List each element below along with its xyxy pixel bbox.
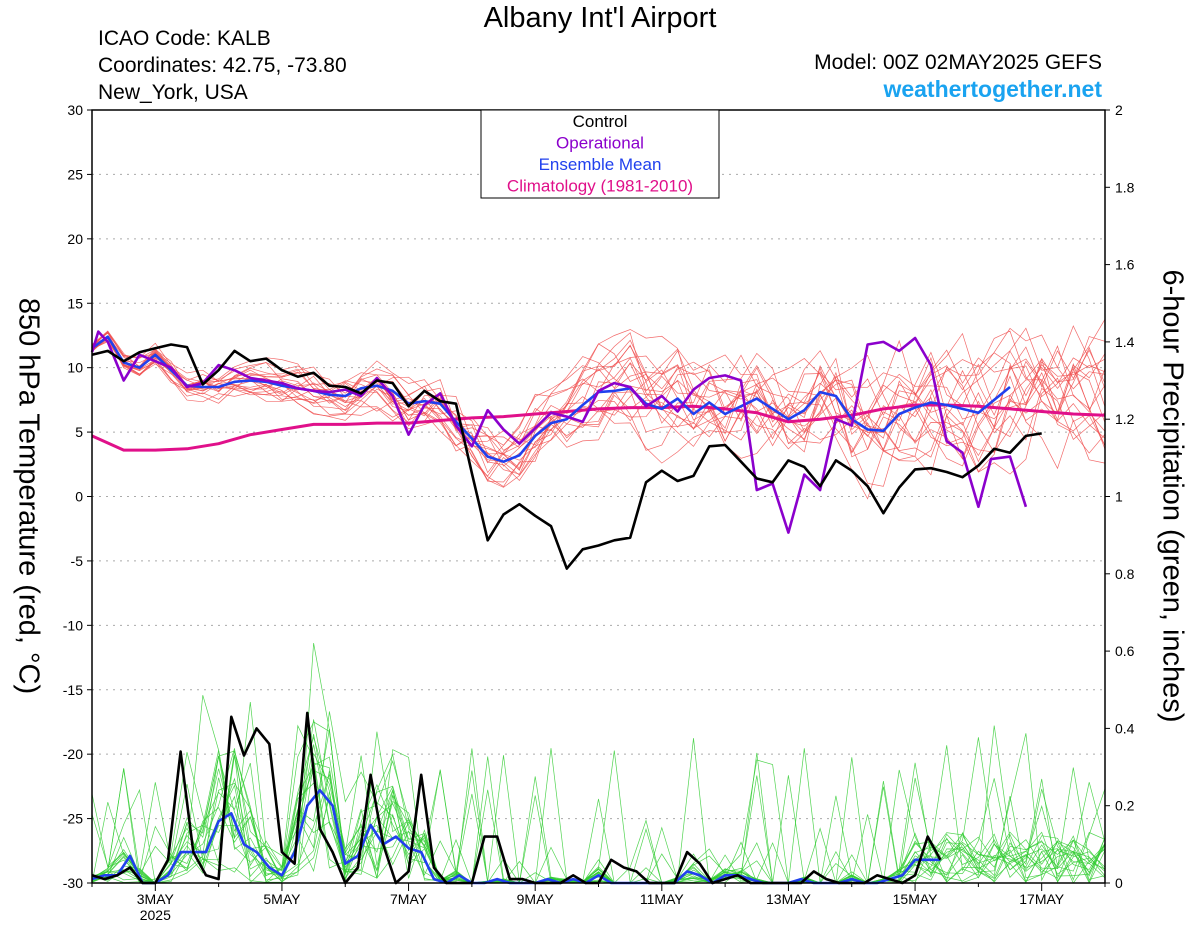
- y-tick-label: -10: [63, 617, 83, 633]
- temp-member-line: [91, 337, 1106, 488]
- y-tick-label: 15: [67, 295, 83, 311]
- precip-member-line: [91, 750, 1106, 884]
- legend-entry: Control: [573, 112, 628, 131]
- x-year-label: 2025: [140, 907, 171, 923]
- y2-tick-label: 0.6: [1115, 643, 1135, 659]
- icao-code: ICAO Code: KALB: [98, 27, 271, 50]
- legend-entry: Operational: [556, 134, 644, 153]
- y-tick-label: -20: [63, 746, 83, 762]
- y-tick-label: 25: [67, 166, 83, 182]
- x-tick-label: 5MAY: [263, 891, 301, 907]
- y2-tick-label: 2: [1115, 102, 1123, 118]
- temp-member-line: [91, 332, 1106, 463]
- y-tick-label: 10: [67, 360, 83, 376]
- y2-tick-label: 1.8: [1115, 179, 1135, 195]
- precip-member-line: [91, 755, 1106, 884]
- y-tick-label: -25: [63, 811, 83, 827]
- grid: [92, 173, 1105, 820]
- y-tick-label: 20: [67, 231, 83, 247]
- location: New_York, USA: [98, 81, 248, 104]
- precip-member-line: [91, 745, 1106, 884]
- y-tick-label: -30: [63, 875, 83, 891]
- temp-member-line: [91, 336, 1106, 477]
- x-tick-label: 15MAY: [893, 891, 939, 907]
- coordinates: Coordinates: 42.75, -73.80: [98, 54, 347, 77]
- y-tick-label: -5: [71, 553, 84, 569]
- x-tick-label: 17MAY: [1019, 891, 1065, 907]
- control-line: [91, 343, 1042, 570]
- temp-member-line: [91, 331, 1106, 475]
- y-tick-label: -15: [63, 682, 83, 698]
- y2-tick-label: 0: [1115, 875, 1123, 891]
- legend: Control Operational Ensemble Mean Climatolo…: [480, 109, 720, 199]
- precip-member-line: [91, 750, 1106, 884]
- x-tick-label: 9MAY: [517, 891, 555, 907]
- precip-member-line: [91, 643, 1106, 884]
- x-tick-label: 3MAY: [137, 891, 175, 907]
- x-tick-label: 13MAY: [766, 891, 812, 907]
- model-run: Model: 00Z 02MAY2025 GEFS: [814, 51, 1102, 74]
- temp-member-line: [91, 329, 1106, 500]
- y-tick-label: 5: [75, 424, 83, 440]
- y-tick-label: 0: [75, 489, 83, 505]
- temp-member-line: [91, 336, 1106, 481]
- y-tick-label: 30: [67, 102, 83, 118]
- temp-member-line: [91, 331, 1106, 472]
- temp-member-line: [91, 336, 1106, 476]
- y2-tick-label: 0.4: [1115, 720, 1135, 736]
- operational-line: [90, 330, 1028, 534]
- temp-ensemble-mean-line: [91, 335, 1011, 464]
- y2-tick-label: 1.4: [1115, 334, 1135, 350]
- y2-tick-label: 0.8: [1115, 566, 1135, 582]
- legend-entry: Climatology (1981-2010): [507, 177, 693, 196]
- legend-entry: Ensemble Mean: [539, 155, 662, 174]
- y2-tick-label: 1.6: [1115, 257, 1135, 273]
- y2-tick-label: 1: [1115, 489, 1123, 505]
- climatology-line: [91, 403, 1106, 452]
- x-tick-label: 11MAY: [640, 891, 684, 907]
- temp-member-line: [91, 330, 1106, 463]
- temp-member-line: [91, 336, 1106, 460]
- legend-box: [480, 109, 720, 199]
- temp-member-line: [91, 337, 1106, 467]
- y2-tick-label: 1.2: [1115, 411, 1135, 427]
- x-tick-label: 7MAY: [390, 891, 428, 907]
- y2-tick-label: 0.2: [1115, 798, 1135, 814]
- series-lines: [90, 330, 1106, 885]
- page-title: Albany Int'l Airport: [483, 2, 717, 34]
- site-link[interactable]: weathertogether.net: [883, 76, 1102, 102]
- precip-member-line: [91, 711, 1106, 884]
